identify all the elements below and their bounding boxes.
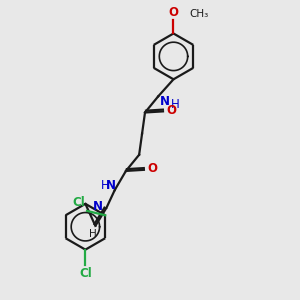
Text: O: O [166,103,176,117]
Text: H: H [101,179,110,192]
Text: N: N [92,200,102,213]
Text: H: H [89,229,97,239]
Text: N: N [106,179,116,192]
Text: Cl: Cl [79,267,92,280]
Text: Cl: Cl [73,196,85,209]
Text: N: N [159,95,170,108]
Text: O: O [147,162,157,175]
Text: O: O [169,6,178,19]
Text: H: H [171,98,179,110]
Text: CH₃: CH₃ [190,8,209,19]
